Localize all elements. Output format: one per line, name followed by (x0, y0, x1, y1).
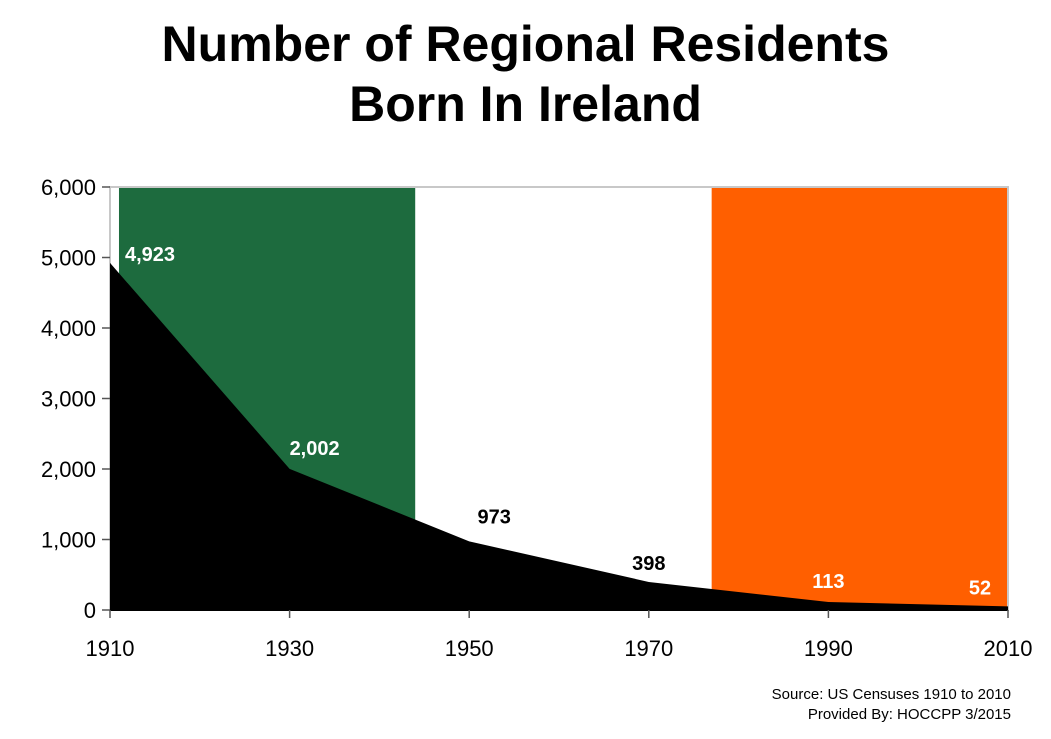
data-label: 2,002 (290, 438, 340, 460)
data-label: 973 (478, 506, 511, 528)
y-tick-label: 2,000 (41, 457, 96, 482)
x-tick-label: 1950 (445, 636, 494, 661)
x-tick-label: 2010 (984, 636, 1033, 661)
provided-by-line: Provided By: HOCCPP 3/2015 (807, 706, 1011, 723)
flag-band-2 (711, 187, 1008, 610)
chart-title-line-1: Number of Regional Residents (161, 16, 890, 72)
area-fill (110, 262, 1008, 610)
flag-band-1 (415, 187, 712, 610)
x-tick-label: 1990 (804, 636, 853, 661)
y-tick-label: 5,000 (41, 246, 96, 271)
source-note: Source: US Censuses 1910 to 2010 Provide… (772, 685, 1011, 725)
y-tick-label: 3,000 (41, 387, 96, 412)
data-labels: 4,923 2,002 973 398 113 52 (125, 244, 991, 599)
y-tick-label: 6,000 (41, 175, 96, 200)
x-tick-label: 1970 (624, 636, 673, 661)
data-label: 398 (632, 553, 665, 575)
chart-title-line-2: Born In Ireland (349, 76, 702, 132)
chart-title: Number of Regional Residents Born In Ire… (0, 14, 1051, 134)
axes: 0 1,000 2,000 3,000 4,000 5,000 6,000 1910 1930 1… (41, 175, 1033, 661)
y-tick-label: 0 (84, 598, 96, 623)
y-tick-label: 4,000 (41, 316, 96, 341)
data-label: 52 (969, 577, 991, 599)
y-tick-label: 1,000 (41, 528, 96, 553)
area-series (110, 262, 1008, 610)
flag-bands (118, 187, 1008, 610)
data-label: 4,923 (125, 244, 175, 266)
data-label: 113 (812, 571, 844, 593)
x-tick-label: 1910 (86, 636, 135, 661)
source-line: Source: US Censuses 1910 to 2010 (771, 686, 1011, 703)
x-tick-label: 1930 (265, 636, 314, 661)
